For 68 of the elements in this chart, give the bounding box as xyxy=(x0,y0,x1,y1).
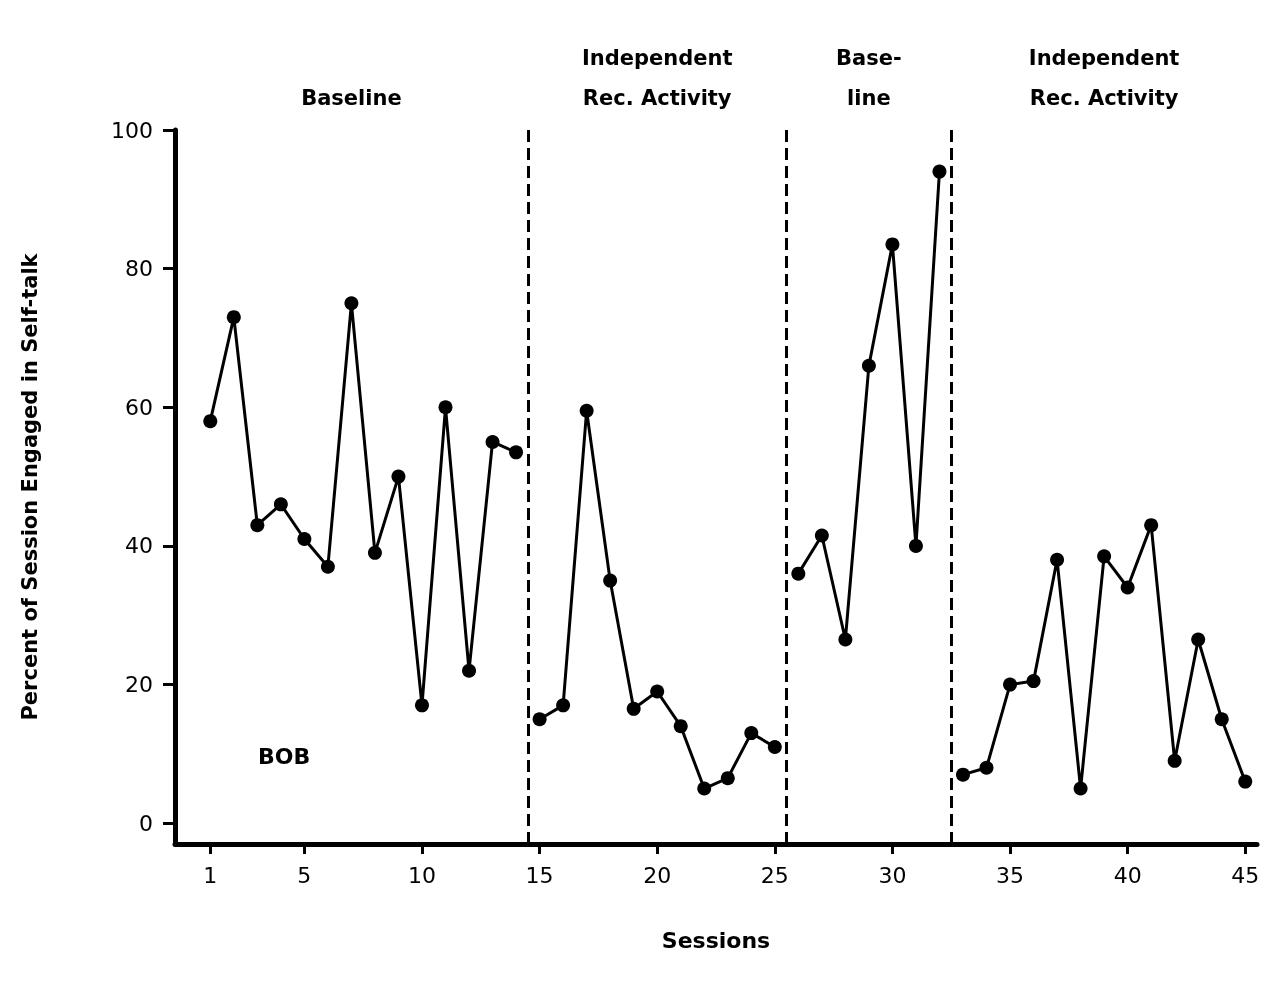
y-tick-label: 60 xyxy=(125,394,153,420)
point xyxy=(1097,549,1112,564)
point xyxy=(485,434,500,449)
point xyxy=(1003,677,1018,692)
point xyxy=(908,538,923,553)
text: Baseline xyxy=(301,86,402,110)
point xyxy=(838,632,853,647)
point xyxy=(1144,518,1159,533)
y-tick-label: 20 xyxy=(125,672,153,698)
point xyxy=(344,296,359,311)
point xyxy=(767,739,782,754)
point xyxy=(203,414,218,429)
point xyxy=(438,400,453,415)
point xyxy=(955,767,970,782)
point xyxy=(1191,632,1206,647)
y-tick-label: 80 xyxy=(125,256,153,282)
point xyxy=(744,726,759,741)
point xyxy=(320,559,335,574)
x-tick-label: 20 xyxy=(643,862,672,888)
point xyxy=(885,237,900,252)
x-tick-label: 25 xyxy=(760,862,789,888)
x-tick-label: 35 xyxy=(996,862,1025,888)
point xyxy=(391,469,406,484)
point xyxy=(1214,712,1229,727)
point xyxy=(1050,552,1065,567)
point xyxy=(1238,774,1253,789)
x-tick-label: 5 xyxy=(297,862,312,888)
point xyxy=(861,358,876,373)
point xyxy=(603,573,618,588)
annotation: BOB xyxy=(258,743,311,769)
point xyxy=(673,719,688,734)
point xyxy=(367,545,382,560)
x-tick-label: 30 xyxy=(878,862,907,888)
y-axis-title: Percent of Session Engaged in Self-talk xyxy=(17,252,42,721)
y-tick-label: 40 xyxy=(125,533,153,559)
x-tick-label: 40 xyxy=(1113,862,1142,888)
point xyxy=(814,528,829,543)
x-tick-label: 45 xyxy=(1231,862,1260,888)
point xyxy=(979,760,994,775)
point xyxy=(1167,753,1182,768)
point xyxy=(462,663,477,678)
point xyxy=(650,684,665,699)
point xyxy=(720,771,735,786)
point xyxy=(509,445,524,460)
point xyxy=(297,531,312,546)
x-tick-label: 1 xyxy=(203,862,218,888)
x-axis-title: Sessions xyxy=(661,927,771,953)
point xyxy=(556,698,571,713)
text: Base- line xyxy=(836,46,902,110)
point xyxy=(579,403,594,418)
point xyxy=(414,698,429,713)
x-tick-label: 10 xyxy=(407,862,436,888)
point xyxy=(250,518,265,533)
text: Independent Rec. Activity xyxy=(1028,46,1180,110)
x-tick-label: 15 xyxy=(525,862,554,888)
point xyxy=(697,781,712,796)
point xyxy=(1073,781,1088,796)
text: Independent Rec. Activity xyxy=(581,46,733,110)
point xyxy=(626,701,641,716)
point xyxy=(273,497,288,512)
point xyxy=(226,310,241,325)
point xyxy=(932,164,947,179)
point xyxy=(791,566,806,581)
y-tick-label: 100 xyxy=(111,117,153,143)
point xyxy=(1026,674,1041,689)
y-tick-label: 0 xyxy=(139,810,153,836)
point xyxy=(532,712,547,727)
point xyxy=(1120,580,1135,595)
